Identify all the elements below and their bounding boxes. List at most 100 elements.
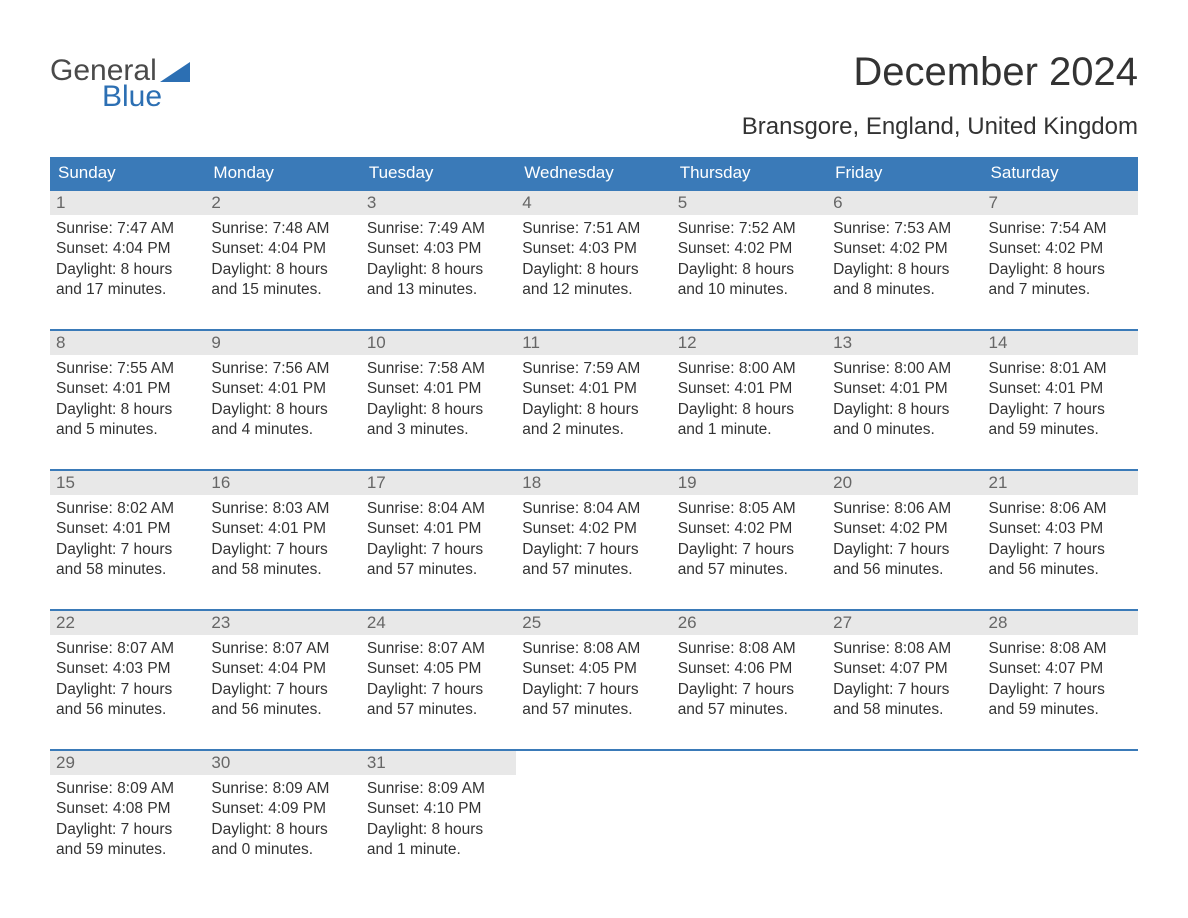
calendar-day: 28Sunrise: 8:08 AMSunset: 4:07 PMDayligh… — [983, 610, 1138, 750]
sunset: Sunset: 4:01 PM — [367, 519, 510, 539]
daylight: Daylight: 7 hours and 56 minutes. — [56, 680, 199, 721]
sunset: Sunset: 4:10 PM — [367, 799, 510, 819]
sunset: Sunset: 4:01 PM — [833, 379, 976, 399]
calendar-header: SundayMondayTuesdayWednesdayThursdayFrid… — [50, 157, 1138, 190]
header: General Blue December 2024 Bransgore, En… — [50, 50, 1138, 153]
daylight: Daylight: 7 hours and 56 minutes. — [989, 540, 1132, 581]
daylight: Daylight: 7 hours and 57 minutes. — [678, 680, 821, 721]
day-number: 31 — [361, 751, 516, 775]
calendar-day: 3Sunrise: 7:49 AMSunset: 4:03 PMDaylight… — [361, 190, 516, 330]
day-number: 5 — [672, 191, 827, 215]
daylight: Daylight: 8 hours and 12 minutes. — [522, 260, 665, 301]
day-number: 21 — [983, 471, 1138, 495]
calendar-day: 18Sunrise: 8:04 AMSunset: 4:02 PMDayligh… — [516, 470, 671, 610]
sunset: Sunset: 4:05 PM — [367, 659, 510, 679]
day-content: Sunrise: 7:48 AMSunset: 4:04 PMDaylight:… — [205, 215, 360, 305]
sunrise: Sunrise: 7:54 AM — [989, 219, 1132, 239]
day-content: Sunrise: 8:00 AMSunset: 4:01 PMDaylight:… — [827, 355, 982, 445]
sunset: Sunset: 4:02 PM — [678, 519, 821, 539]
sunset: Sunset: 4:01 PM — [678, 379, 821, 399]
daylight: Daylight: 8 hours and 17 minutes. — [56, 260, 199, 301]
weekday-header: Sunday — [50, 157, 205, 190]
daylight: Daylight: 7 hours and 58 minutes. — [56, 540, 199, 581]
daylight: Daylight: 7 hours and 57 minutes. — [367, 540, 510, 581]
daylight: Daylight: 8 hours and 5 minutes. — [56, 400, 199, 441]
logo: General Blue — [50, 50, 190, 112]
calendar-day: 4Sunrise: 7:51 AMSunset: 4:03 PMDaylight… — [516, 190, 671, 330]
day-content: Sunrise: 7:54 AMSunset: 4:02 PMDaylight:… — [983, 215, 1138, 305]
calendar-day: 30Sunrise: 8:09 AMSunset: 4:09 PMDayligh… — [205, 750, 360, 890]
daylight: Daylight: 8 hours and 1 minute. — [678, 400, 821, 441]
day-number: 9 — [205, 331, 360, 355]
calendar-week: 15Sunrise: 8:02 AMSunset: 4:01 PMDayligh… — [50, 470, 1138, 610]
weekday-header: Monday — [205, 157, 360, 190]
calendar-day: 26Sunrise: 8:08 AMSunset: 4:06 PMDayligh… — [672, 610, 827, 750]
sunrise: Sunrise: 7:59 AM — [522, 359, 665, 379]
day-content: Sunrise: 8:08 AMSunset: 4:06 PMDaylight:… — [672, 635, 827, 725]
day-number: 7 — [983, 191, 1138, 215]
weekday-header: Thursday — [672, 157, 827, 190]
sunrise: Sunrise: 8:00 AM — [833, 359, 976, 379]
day-number: 16 — [205, 471, 360, 495]
day-number: 1 — [50, 191, 205, 215]
sunset: Sunset: 4:04 PM — [56, 239, 199, 259]
sunset: Sunset: 4:02 PM — [522, 519, 665, 539]
daylight: Daylight: 7 hours and 57 minutes. — [367, 680, 510, 721]
day-content: Sunrise: 8:09 AMSunset: 4:08 PMDaylight:… — [50, 775, 205, 865]
calendar-day: 12Sunrise: 8:00 AMSunset: 4:01 PMDayligh… — [672, 330, 827, 470]
calendar-day: 21Sunrise: 8:06 AMSunset: 4:03 PMDayligh… — [983, 470, 1138, 610]
sunrise: Sunrise: 8:07 AM — [211, 639, 354, 659]
calendar-day: 8Sunrise: 7:55 AMSunset: 4:01 PMDaylight… — [50, 330, 205, 470]
sunset: Sunset: 4:06 PM — [678, 659, 821, 679]
daylight: Daylight: 8 hours and 4 minutes. — [211, 400, 354, 441]
calendar-day: 29Sunrise: 8:09 AMSunset: 4:08 PMDayligh… — [50, 750, 205, 890]
day-number: 29 — [50, 751, 205, 775]
day-number: 15 — [50, 471, 205, 495]
day-number: 28 — [983, 611, 1138, 635]
weekday-header: Tuesday — [361, 157, 516, 190]
calendar-day: 15Sunrise: 8:02 AMSunset: 4:01 PMDayligh… — [50, 470, 205, 610]
sunrise: Sunrise: 8:09 AM — [367, 779, 510, 799]
day-content: Sunrise: 7:52 AMSunset: 4:02 PMDaylight:… — [672, 215, 827, 305]
day-content: Sunrise: 7:56 AMSunset: 4:01 PMDaylight:… — [205, 355, 360, 445]
title-block: December 2024 Bransgore, England, United… — [742, 50, 1138, 153]
sunrise: Sunrise: 7:56 AM — [211, 359, 354, 379]
sunrise: Sunrise: 8:07 AM — [367, 639, 510, 659]
day-number: 4 — [516, 191, 671, 215]
calendar-week: 22Sunrise: 8:07 AMSunset: 4:03 PMDayligh… — [50, 610, 1138, 750]
day-number: 27 — [827, 611, 982, 635]
day-number: 25 — [516, 611, 671, 635]
day-content: Sunrise: 7:55 AMSunset: 4:01 PMDaylight:… — [50, 355, 205, 445]
day-content: Sunrise: 8:04 AMSunset: 4:02 PMDaylight:… — [516, 495, 671, 585]
sunset: Sunset: 4:09 PM — [211, 799, 354, 819]
calendar-day: 19Sunrise: 8:05 AMSunset: 4:02 PMDayligh… — [672, 470, 827, 610]
sunrise: Sunrise: 8:08 AM — [522, 639, 665, 659]
sunset: Sunset: 4:03 PM — [989, 519, 1132, 539]
day-number: 13 — [827, 331, 982, 355]
day-content: Sunrise: 8:08 AMSunset: 4:05 PMDaylight:… — [516, 635, 671, 725]
day-content: Sunrise: 8:07 AMSunset: 4:05 PMDaylight:… — [361, 635, 516, 725]
month-title: December 2024 — [742, 50, 1138, 95]
sunset: Sunset: 4:04 PM — [211, 659, 354, 679]
daylight: Daylight: 7 hours and 59 minutes. — [56, 820, 199, 861]
daylight: Daylight: 7 hours and 57 minutes. — [522, 680, 665, 721]
calendar-day: 2Sunrise: 7:48 AMSunset: 4:04 PMDaylight… — [205, 190, 360, 330]
day-number: 24 — [361, 611, 516, 635]
day-content: Sunrise: 8:06 AMSunset: 4:03 PMDaylight:… — [983, 495, 1138, 585]
calendar-week: 29Sunrise: 8:09 AMSunset: 4:08 PMDayligh… — [50, 750, 1138, 890]
calendar-day: 23Sunrise: 8:07 AMSunset: 4:04 PMDayligh… — [205, 610, 360, 750]
calendar-week: 1Sunrise: 7:47 AMSunset: 4:04 PMDaylight… — [50, 190, 1138, 330]
weekday-header: Saturday — [983, 157, 1138, 190]
day-content: Sunrise: 8:08 AMSunset: 4:07 PMDaylight:… — [827, 635, 982, 725]
day-number: 12 — [672, 331, 827, 355]
daylight: Daylight: 8 hours and 2 minutes. — [522, 400, 665, 441]
sunrise: Sunrise: 8:09 AM — [56, 779, 199, 799]
flag-icon — [160, 62, 190, 82]
day-number: 17 — [361, 471, 516, 495]
sunrise: Sunrise: 7:53 AM — [833, 219, 976, 239]
day-content: Sunrise: 7:59 AMSunset: 4:01 PMDaylight:… — [516, 355, 671, 445]
sunset: Sunset: 4:08 PM — [56, 799, 199, 819]
sunrise: Sunrise: 7:58 AM — [367, 359, 510, 379]
sunset: Sunset: 4:01 PM — [367, 379, 510, 399]
calendar-day: 1Sunrise: 7:47 AMSunset: 4:04 PMDaylight… — [50, 190, 205, 330]
